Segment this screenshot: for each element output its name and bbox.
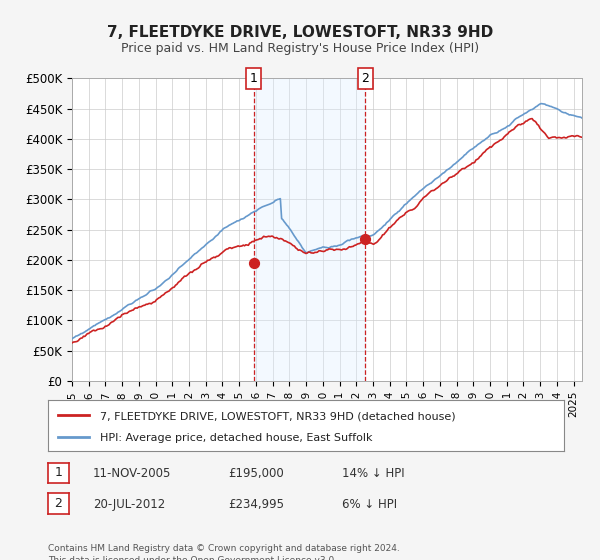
Text: 6% ↓ HPI: 6% ↓ HPI [342,498,397,511]
Point [361,234,370,243]
Text: 20-JUL-2012: 20-JUL-2012 [93,498,165,511]
Text: 2: 2 [55,497,62,510]
Bar [254,78,365,381]
Text: £234,995: £234,995 [228,498,284,511]
Text: 1: 1 [250,72,257,85]
Text: 1: 1 [55,466,62,479]
Text: £195,000: £195,000 [228,467,284,480]
Text: 14% ↓ HPI: 14% ↓ HPI [342,467,404,480]
Text: 11-NOV-2005: 11-NOV-2005 [93,467,172,480]
Text: 7, FLEETDYKE DRIVE, LOWESTOFT, NR33 9HD: 7, FLEETDYKE DRIVE, LOWESTOFT, NR33 9HD [107,25,493,40]
Text: HPI: Average price, detached house, East Suffolk: HPI: Average price, detached house, East… [100,433,372,443]
Text: 7, FLEETDYKE DRIVE, LOWESTOFT, NR33 9HD (detached house): 7, FLEETDYKE DRIVE, LOWESTOFT, NR33 9HD … [100,412,455,422]
Point [249,258,259,267]
Text: 2: 2 [362,72,370,85]
Text: Price paid vs. HM Land Registry's House Price Index (HPI): Price paid vs. HM Land Registry's House … [121,42,479,55]
Text: Contains HM Land Registry data © Crown copyright and database right 2024.
This d: Contains HM Land Registry data © Crown c… [48,544,400,560]
